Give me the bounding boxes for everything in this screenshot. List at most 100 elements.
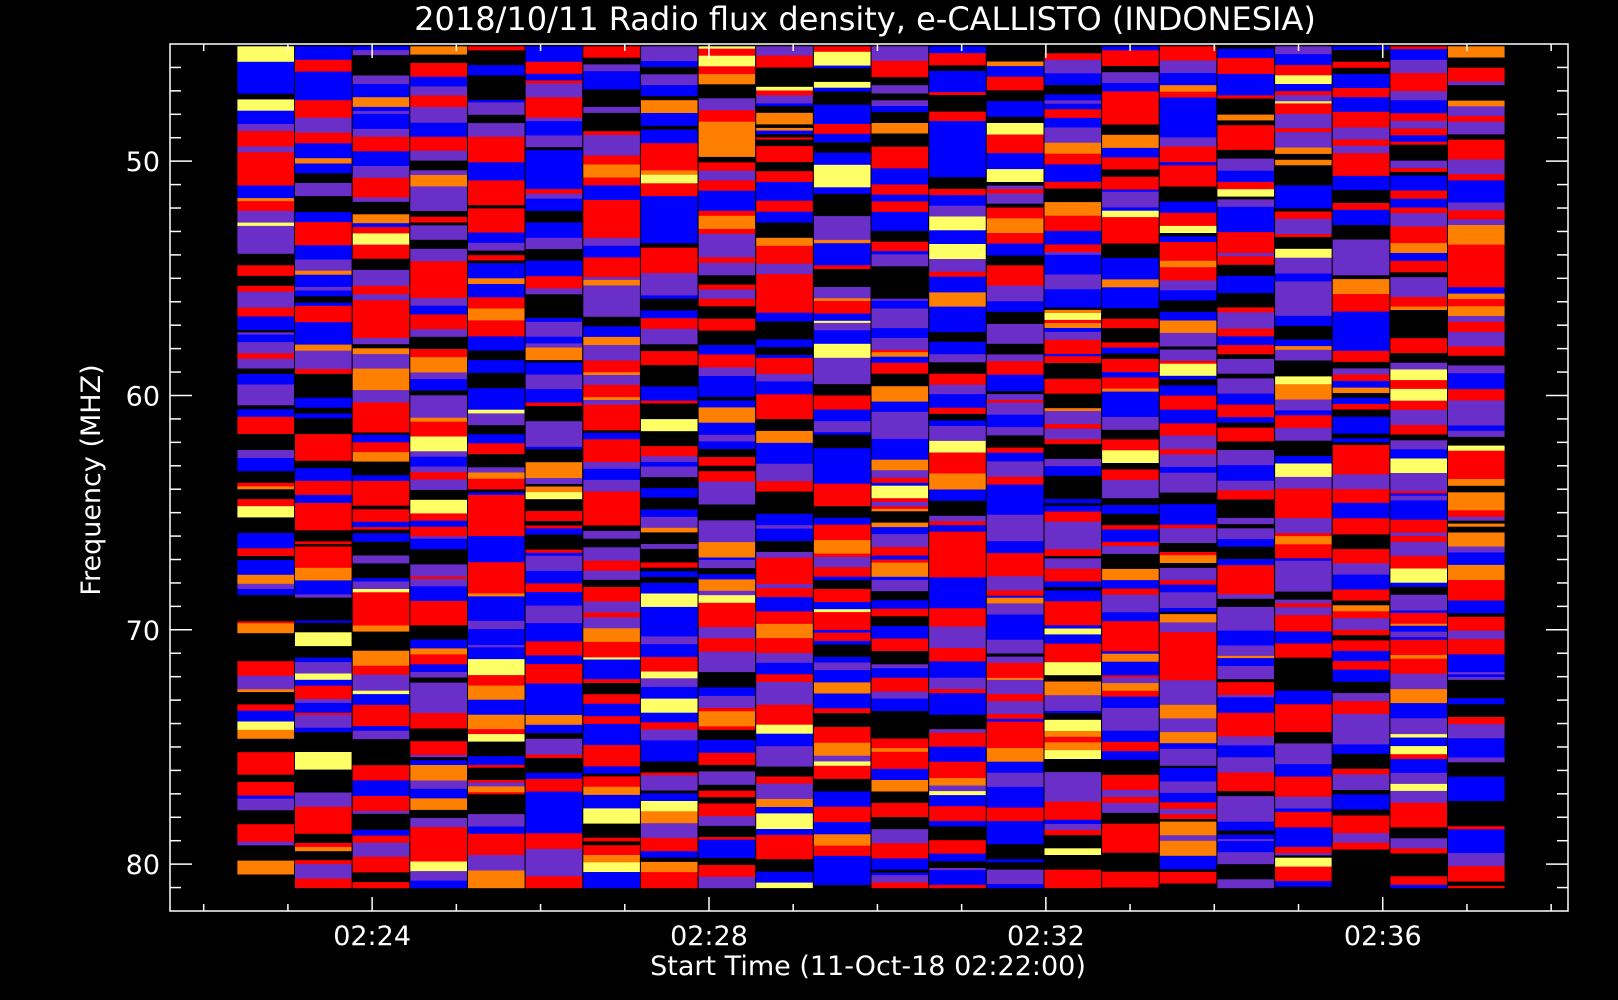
heatmap-cell [352,842,410,858]
heatmap-cell [410,379,467,392]
heatmap-cell [237,661,295,677]
heatmap-cell [295,620,352,624]
heatmap-cell [525,449,583,463]
heatmap-cell [468,114,525,124]
heatmap-cell [1217,524,1275,529]
heatmap-cell [986,639,1044,655]
heatmap-cell [756,146,813,156]
heatmap-cell [295,270,352,276]
heatmap-cell [1102,541,1159,547]
heatmap-cell [640,861,698,873]
heatmap-cell [1448,613,1505,618]
heatmap-cell [871,664,929,669]
heatmap-cell [295,851,352,861]
heatmap-cell [295,92,352,101]
heatmap-cell [352,258,410,265]
heatmap-cell [813,612,871,628]
heatmap-cell [1448,546,1505,553]
heatmap-cell [698,529,756,543]
heatmap-cell [237,334,295,339]
heatmap-cell [1275,560,1332,565]
heatmap-cell [525,231,583,239]
heatmap-cell [295,699,352,704]
heatmap-cell [871,302,929,310]
heatmap-cell [929,826,986,841]
heatmap-cell [1159,855,1217,870]
heatmap-cell [1332,302,1390,313]
heatmap-cell [1275,476,1332,490]
heatmap-cell [1390,754,1448,760]
heatmap-cell [1275,563,1332,579]
heatmap-cell [1332,203,1390,211]
heatmap-cell [640,461,698,468]
heatmap-cell [1044,49,1102,54]
heatmap-cell [1448,866,1505,883]
heatmap-cell [1159,796,1217,803]
heatmap-cell [1390,388,1448,402]
heatmap-cell [1159,162,1217,166]
heatmap-cell [1390,623,1448,627]
heatmap-cell [583,103,640,108]
heatmap-cell [1390,73,1448,76]
heatmap-cell [583,214,640,227]
heatmap-cell [640,872,698,882]
heatmap-cell [1044,428,1102,440]
heatmap-cell [583,397,640,401]
heatmap-cell [1275,558,1332,562]
heatmap-cell [468,260,525,264]
heatmap-cell [1044,556,1102,560]
heatmap-cell [813,301,871,315]
heatmap-cell [756,171,813,183]
heatmap-cell [468,870,525,875]
heatmap-cell [698,413,756,424]
heatmap-cell [698,876,756,889]
heatmap-cell [1217,717,1275,723]
heatmap-cell [1159,254,1217,262]
heatmap-cell [698,858,756,866]
heatmap-cell [1390,838,1448,849]
heatmap-cell [410,372,467,380]
heatmap-cell [756,693,813,706]
heatmap-cell [698,190,756,200]
heatmap-cell [1332,768,1390,775]
heatmap-cell [295,706,352,714]
heatmap-cell [583,384,640,398]
heatmap-cell [352,67,410,77]
heatmap-cell [756,733,813,747]
heatmap-cell [1044,59,1102,74]
heatmap-cell [986,285,1044,302]
heatmap-cell [1332,264,1390,276]
heatmap-cell [871,251,929,255]
heatmap-cell [1217,354,1275,360]
heatmap-cell [295,494,352,504]
heatmap-cell [468,498,525,506]
heatmap-cell [813,874,871,886]
heatmap-cell [813,845,871,857]
heatmap-cell [1217,326,1275,330]
heatmap-cell [813,602,871,610]
heatmap-cell [929,420,986,427]
heatmap-cell [640,881,698,889]
heatmap-cell [352,337,410,345]
heatmap-cell [929,689,986,694]
heatmap-cell [410,648,467,655]
heatmap-cell [1275,65,1332,69]
heatmap-cell [1332,574,1390,591]
heatmap-cell [871,551,929,557]
heatmap-cell [929,729,986,734]
heatmap-cell [295,290,352,297]
heatmap-cell [1044,363,1102,380]
heatmap-cell [698,659,756,673]
heatmap-cell [1448,412,1505,427]
heatmap-cell [1102,72,1159,84]
heatmap-cell [871,459,929,471]
heatmap-cell [1102,621,1159,636]
heatmap-cell [1159,379,1217,386]
heatmap-cell [468,767,525,781]
sweep-separator [1504,46,1506,888]
heatmap-cell [1159,165,1217,175]
heatmap-cell [352,390,410,398]
heatmap-cell [871,482,929,487]
heatmap-cell [1159,767,1217,782]
heatmap-cell [525,161,583,176]
